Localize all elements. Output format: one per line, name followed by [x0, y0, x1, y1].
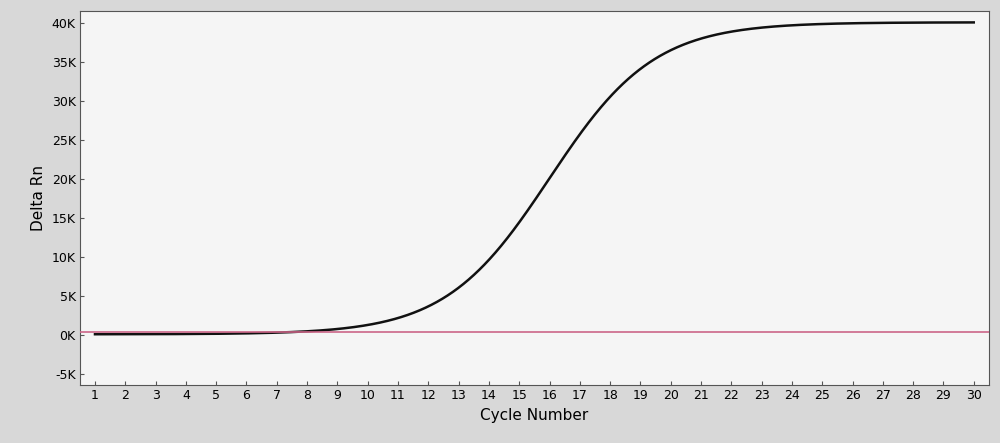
Y-axis label: Delta Rn: Delta Rn	[31, 165, 46, 231]
X-axis label: Cycle Number: Cycle Number	[480, 408, 588, 423]
